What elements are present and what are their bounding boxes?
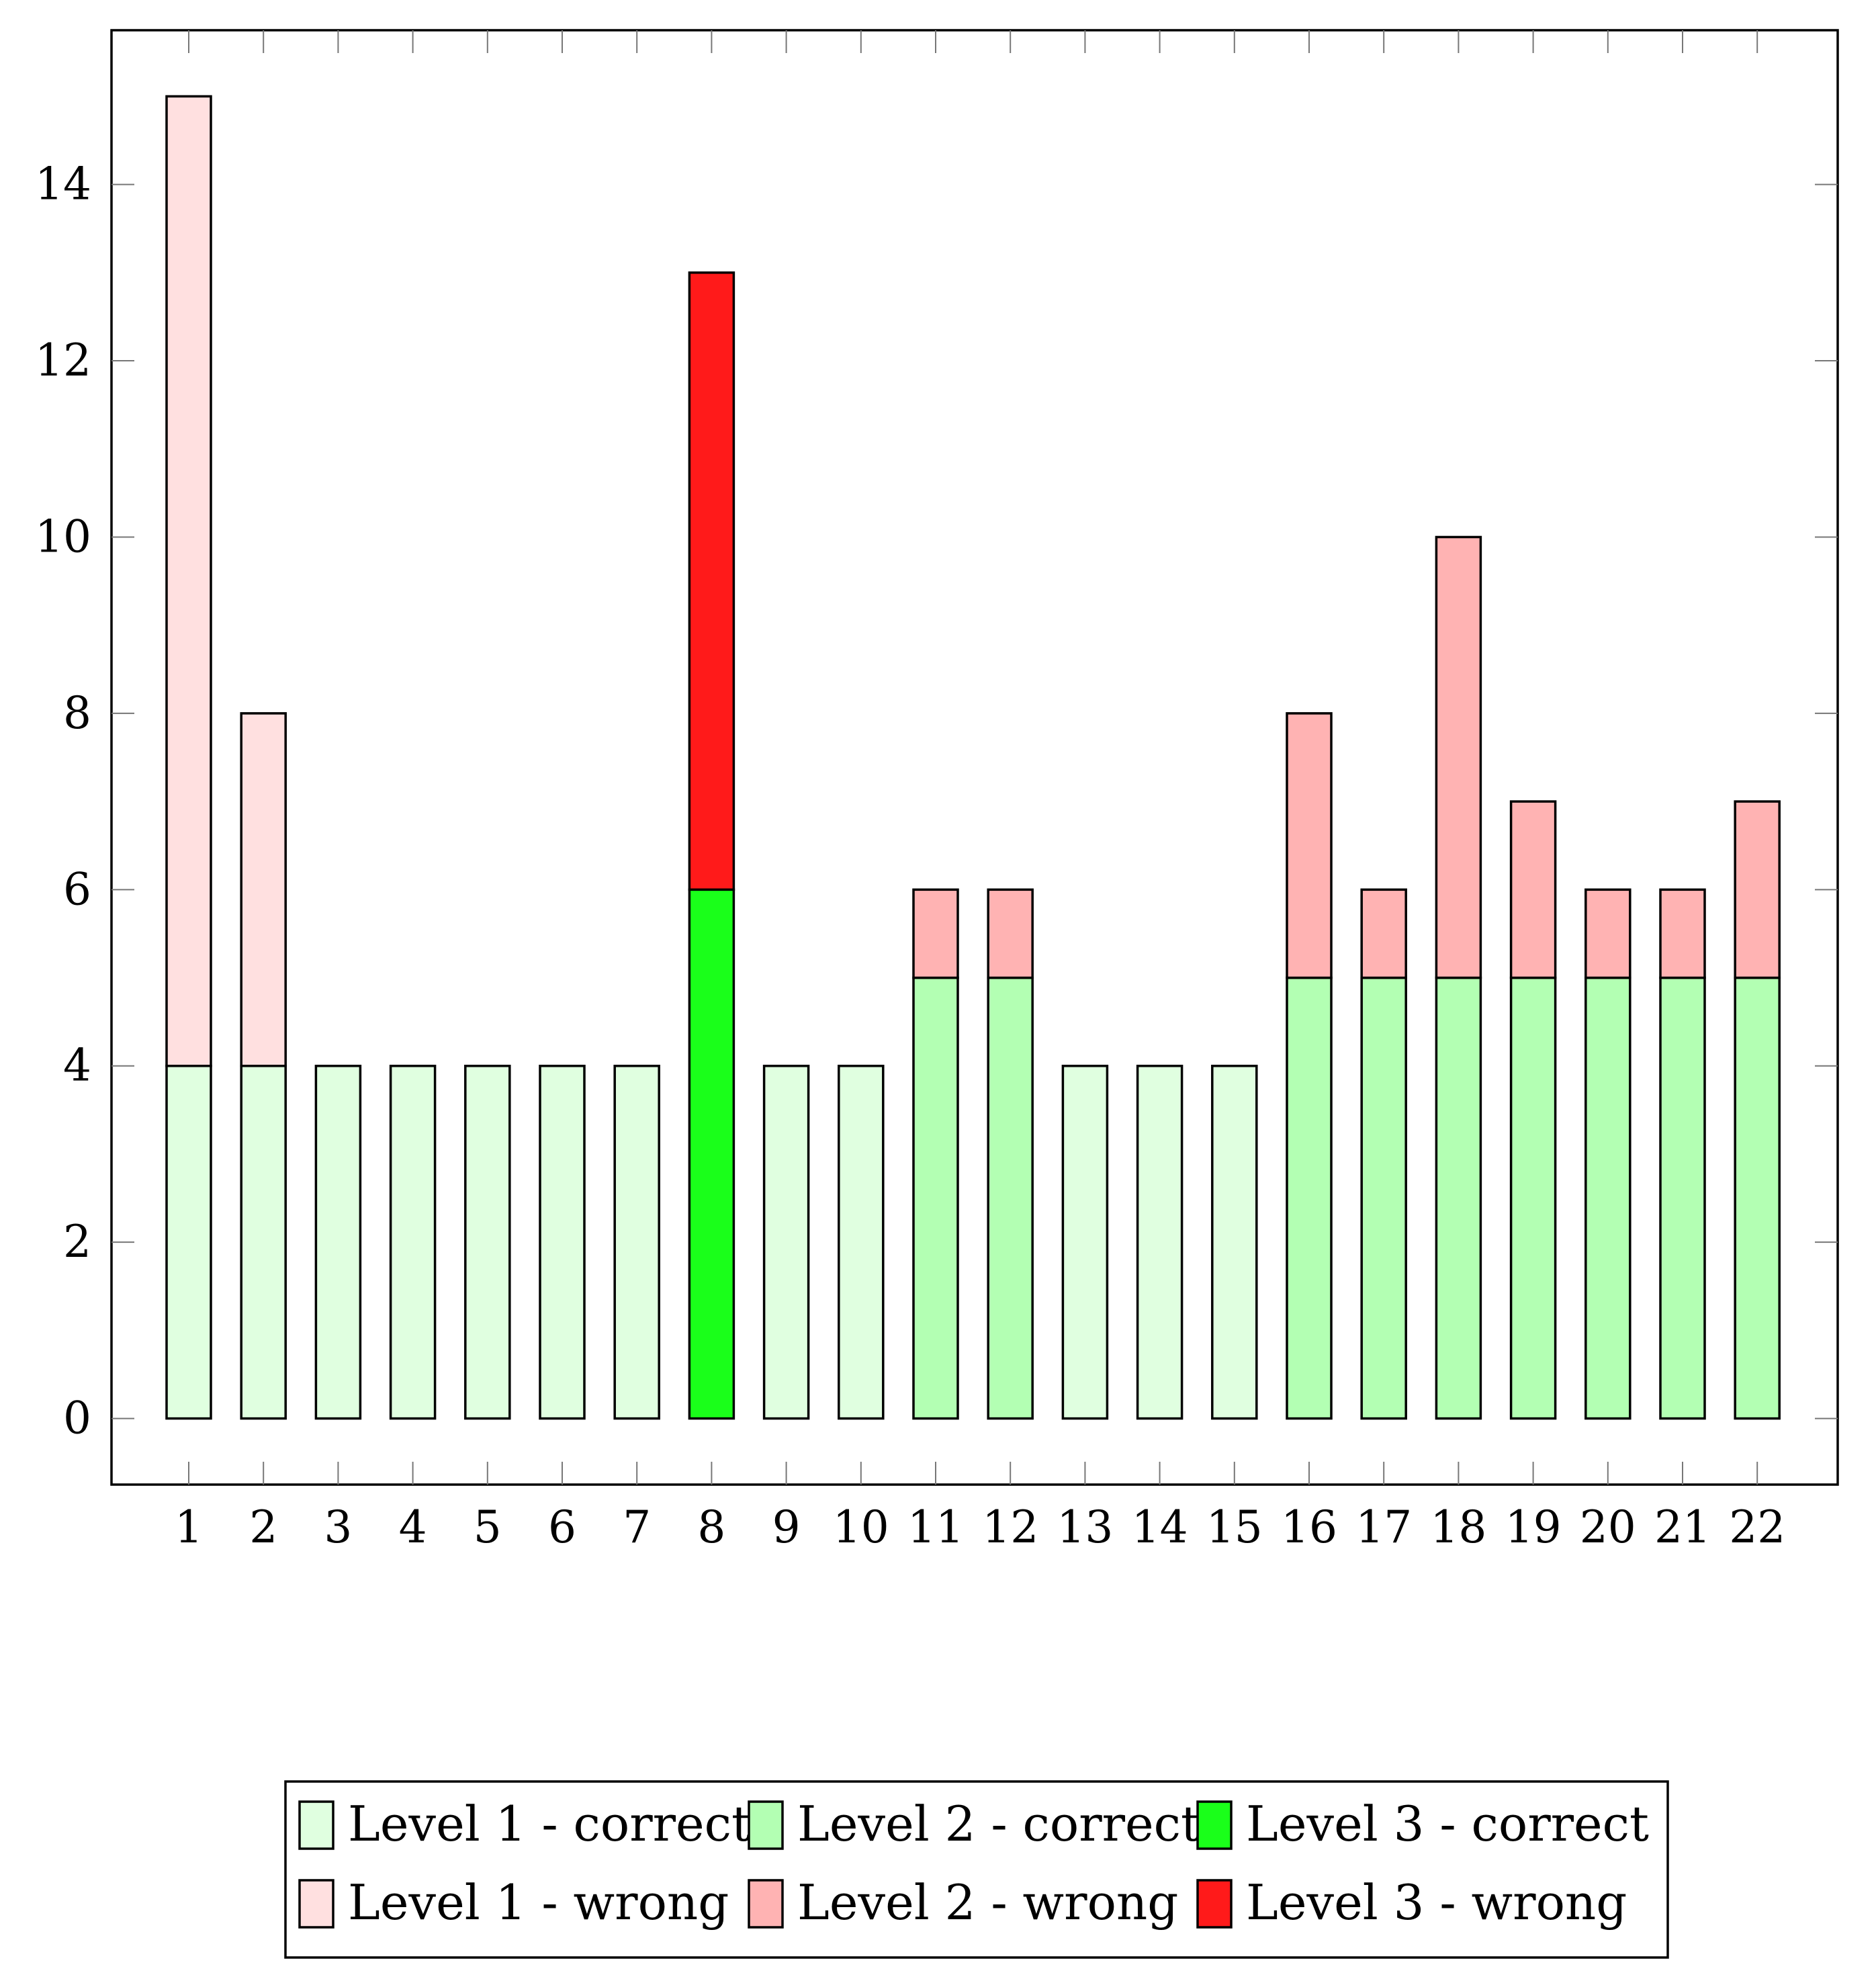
y-tick-label: 6 xyxy=(63,863,91,915)
bar-level-2-correct-20 xyxy=(1584,976,1632,1420)
x-tick-label: 6 xyxy=(548,1501,576,1553)
bar-level-2-correct-21 xyxy=(1659,976,1706,1420)
legend-label-level-3-correct: Level 3 - correct xyxy=(1246,1796,1649,1852)
bar-level-1-correct-4 xyxy=(389,1064,437,1420)
x-tick-label: 19 xyxy=(1505,1501,1562,1553)
y-tick-label: 8 xyxy=(63,687,91,739)
legend-label-level-1-correct: Level 1 - correct xyxy=(348,1796,751,1852)
bar-level-2-correct-11 xyxy=(912,976,959,1420)
bar-level-1-wrong-1 xyxy=(165,95,212,1067)
bar-level-2-wrong-19 xyxy=(1509,800,1557,979)
bar-level-2-correct-16 xyxy=(1286,976,1333,1420)
x-tick-label: 17 xyxy=(1355,1501,1412,1553)
plot-frame xyxy=(110,29,1839,1486)
bar-level-2-correct-22 xyxy=(1734,976,1781,1420)
bar-level-3-correct-8 xyxy=(688,888,735,1420)
bar-level-2-wrong-22 xyxy=(1734,800,1781,979)
bar-level-1-correct-1 xyxy=(165,1064,212,1420)
legend-label-level-2-correct: Level 2 - correct xyxy=(797,1796,1200,1852)
legend-label-level-3-wrong: Level 3 - wrong xyxy=(1246,1874,1627,1931)
bar-level-2-wrong-18 xyxy=(1435,535,1482,979)
legend-swatch-level-2-correct xyxy=(748,1800,784,1850)
x-tick-label: 22 xyxy=(1729,1501,1785,1553)
y-tick-label: 14 xyxy=(35,159,91,210)
bar-level-1-correct-10 xyxy=(838,1064,885,1420)
y-tick-label: 0 xyxy=(63,1393,91,1444)
bar-level-2-wrong-20 xyxy=(1584,888,1632,979)
x-tick-label: 8 xyxy=(697,1501,725,1553)
legend-box xyxy=(284,1780,1669,1959)
x-tick-label: 16 xyxy=(1281,1501,1337,1553)
legend-swatch-level-3-correct xyxy=(1196,1800,1233,1850)
legend-label-level-1-wrong: Level 1 - wrong xyxy=(348,1874,729,1931)
y-tick-label: 2 xyxy=(63,1216,91,1268)
bar-level-1-correct-7 xyxy=(613,1064,660,1420)
legend-label-level-2-wrong: Level 2 - wrong xyxy=(797,1874,1178,1931)
legend-swatch-level-3-wrong xyxy=(1196,1879,1233,1929)
bar-level-2-wrong-17 xyxy=(1360,888,1407,979)
bar-level-1-correct-2 xyxy=(240,1064,287,1420)
bar-level-1-correct-6 xyxy=(539,1064,586,1420)
x-tick-label: 15 xyxy=(1206,1501,1263,1553)
bar-level-2-wrong-16 xyxy=(1286,712,1333,979)
x-tick-label: 1 xyxy=(175,1501,203,1553)
x-tick-label: 10 xyxy=(833,1501,889,1553)
x-tick-label: 21 xyxy=(1654,1501,1711,1553)
bar-level-1-correct-9 xyxy=(762,1064,810,1420)
y-tick-label: 4 xyxy=(63,1040,91,1092)
x-tick-label: 20 xyxy=(1580,1501,1636,1553)
bar-level-1-correct-3 xyxy=(314,1064,362,1420)
legend: Level 1 - correct Level 2 - correct Level … xyxy=(284,1780,1669,1959)
bar-level-2-correct-18 xyxy=(1435,976,1482,1420)
x-tick-label: 18 xyxy=(1430,1501,1486,1553)
bar-level-2-correct-17 xyxy=(1360,976,1407,1420)
bar-level-2-correct-19 xyxy=(1509,976,1557,1420)
x-tick-label: 9 xyxy=(772,1501,801,1553)
bar-level-1-correct-15 xyxy=(1211,1064,1258,1420)
legend-swatch-level-1-correct xyxy=(298,1800,334,1850)
x-tick-label: 5 xyxy=(474,1501,502,1553)
y-tick-label: 12 xyxy=(35,335,91,386)
x-tick-label: 7 xyxy=(623,1501,651,1553)
x-tick-label: 14 xyxy=(1132,1501,1188,1553)
y-tick-label: 10 xyxy=(35,511,91,562)
bar-level-1-correct-14 xyxy=(1136,1064,1183,1420)
x-tick-label: 13 xyxy=(1057,1501,1113,1553)
x-tick-label: 11 xyxy=(907,1501,964,1553)
x-tick-label: 4 xyxy=(399,1501,427,1553)
x-tick-label: 2 xyxy=(249,1501,277,1553)
bar-level-2-wrong-21 xyxy=(1659,888,1706,979)
x-tick-label: 3 xyxy=(324,1501,352,1553)
x-tick-label: 12 xyxy=(982,1501,1038,1553)
bar-level-2-wrong-12 xyxy=(987,888,1034,979)
bar-level-2-correct-12 xyxy=(987,976,1034,1420)
legend-swatch-level-1-wrong xyxy=(298,1879,334,1929)
bar-level-1-correct-5 xyxy=(464,1064,511,1420)
bar-level-1-correct-13 xyxy=(1061,1064,1109,1420)
bar-level-3-wrong-8 xyxy=(688,271,735,891)
legend-swatch-level-2-wrong xyxy=(748,1879,784,1929)
bar-level-2-wrong-11 xyxy=(912,888,959,979)
bar-level-1-wrong-2 xyxy=(240,712,287,1067)
